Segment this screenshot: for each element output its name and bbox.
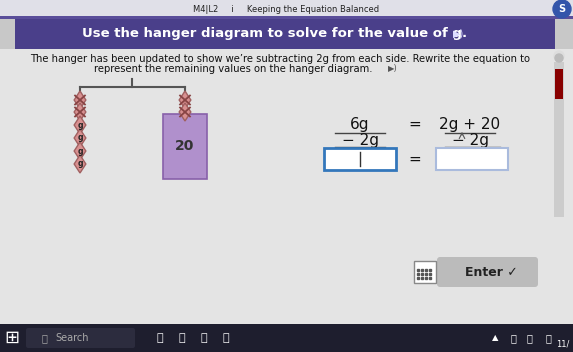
- FancyBboxPatch shape: [555, 69, 563, 99]
- Text: S: S: [559, 4, 566, 14]
- Text: 🎮: 🎮: [223, 333, 229, 343]
- Polygon shape: [179, 91, 191, 109]
- FancyBboxPatch shape: [26, 328, 135, 348]
- FancyBboxPatch shape: [436, 148, 508, 170]
- Text: ▶): ▶): [388, 64, 398, 74]
- Text: g: g: [77, 159, 83, 169]
- Text: 🔊: 🔊: [526, 333, 532, 343]
- Text: ▲: ▲: [492, 333, 499, 342]
- Polygon shape: [74, 91, 86, 109]
- FancyBboxPatch shape: [163, 114, 207, 179]
- Text: 20: 20: [175, 139, 195, 153]
- Text: − 2g: − 2g: [452, 132, 489, 147]
- Text: =: =: [409, 151, 421, 166]
- Text: 2g + 20: 2g + 20: [439, 117, 501, 132]
- Text: 📶: 📶: [510, 333, 516, 343]
- Polygon shape: [74, 129, 86, 147]
- Text: g: g: [77, 146, 83, 156]
- Polygon shape: [74, 155, 86, 173]
- FancyBboxPatch shape: [0, 324, 573, 352]
- Circle shape: [553, 0, 571, 18]
- FancyBboxPatch shape: [324, 148, 396, 170]
- Text: 11/: 11/: [556, 339, 570, 348]
- Text: 🔍: 🔍: [41, 333, 47, 343]
- Text: ▶): ▶): [453, 29, 464, 39]
- FancyBboxPatch shape: [437, 257, 538, 287]
- Polygon shape: [74, 116, 86, 134]
- Text: represent the remaining values on the hanger diagram.: represent the remaining values on the ha…: [94, 64, 372, 74]
- Text: g: g: [77, 133, 83, 143]
- Text: Use the hanger diagram to solve for the value of g.: Use the hanger diagram to solve for the …: [83, 27, 468, 40]
- Text: =: =: [409, 117, 421, 132]
- Text: M4|L2     i     Keeping the Equation Balanced: M4|L2 i Keeping the Equation Balanced: [193, 5, 379, 13]
- Text: 🕒: 🕒: [545, 333, 551, 343]
- FancyBboxPatch shape: [0, 0, 573, 17]
- Polygon shape: [179, 103, 191, 121]
- Text: 6g: 6g: [350, 117, 370, 132]
- Text: g: g: [77, 120, 83, 130]
- Text: − 2g: − 2g: [342, 132, 379, 147]
- Polygon shape: [74, 103, 86, 121]
- Text: 🖥: 🖥: [156, 333, 163, 343]
- Text: ⊞: ⊞: [5, 329, 19, 347]
- Text: The hanger has been updated to show we’re subtracting 2g from each side. Rewrite: The hanger has been updated to show we’r…: [30, 54, 530, 64]
- Circle shape: [555, 54, 563, 62]
- Text: Enter ✓: Enter ✓: [465, 265, 518, 278]
- Text: 📁: 📁: [179, 333, 185, 343]
- FancyBboxPatch shape: [554, 62, 564, 217]
- FancyBboxPatch shape: [0, 16, 573, 19]
- FancyBboxPatch shape: [414, 261, 436, 283]
- Circle shape: [554, 51, 564, 61]
- Text: Search: Search: [55, 333, 89, 343]
- FancyBboxPatch shape: [15, 19, 555, 49]
- Text: 🌐: 🌐: [201, 333, 207, 343]
- FancyBboxPatch shape: [0, 49, 573, 324]
- Polygon shape: [74, 142, 86, 160]
